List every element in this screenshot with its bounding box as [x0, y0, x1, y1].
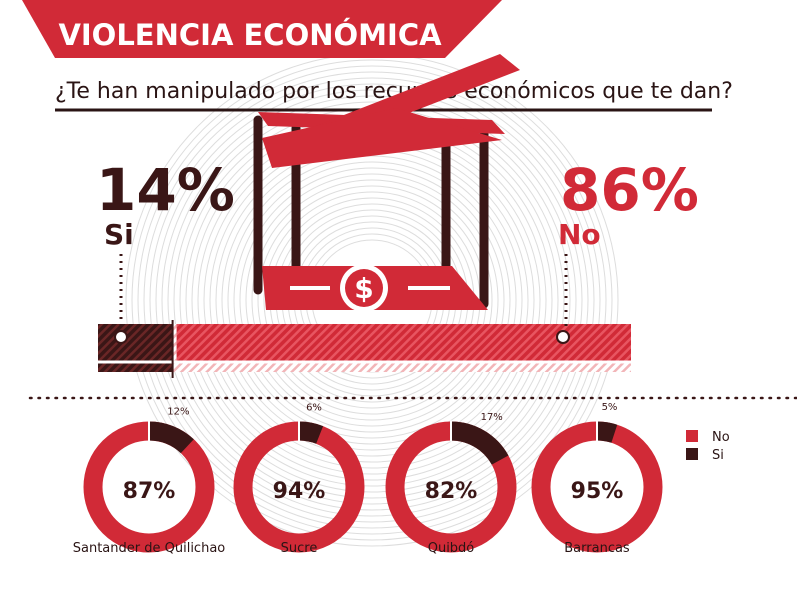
donut-slice-si [450, 421, 509, 465]
background-ring [239, 167, 505, 433]
donut-chart: 94% 6% Sucre [233, 402, 365, 556]
donut-si-percent: 17% [481, 412, 503, 423]
donut-si-percent: 12% [167, 407, 189, 418]
background-ring [245, 173, 499, 427]
background-ring [227, 155, 517, 445]
background-ring [161, 89, 583, 511]
background-ring [155, 83, 589, 517]
donut-city-label: Sucre [281, 541, 318, 556]
donut-slice-si [148, 421, 194, 454]
donut-city-label: Santander de Quilichao [73, 541, 226, 556]
donut-slice-si [596, 421, 618, 443]
overall-bar [98, 254, 631, 378]
donut-chart: 82% 17% Quibdó [385, 412, 517, 556]
legend-swatch-no [686, 430, 698, 442]
donut-chart: 95% 5% Barrancas [531, 402, 663, 556]
no-label: No [558, 218, 601, 251]
background-ring [149, 77, 595, 523]
background-ring [137, 65, 607, 535]
bar-segment-si [98, 324, 173, 372]
si-marker [114, 330, 128, 344]
donut-slice-si [298, 421, 324, 444]
si-percent: 14% [96, 156, 235, 224]
si-label: Si [104, 218, 134, 251]
donut-no-percent: 95% [571, 479, 624, 504]
crossed-out-money-cage-icon: $ [253, 54, 520, 312]
dollar-symbol: $ [354, 272, 373, 305]
donut-si-percent: 6% [306, 402, 322, 413]
legend: No Si [686, 430, 730, 463]
bar-segment-no [176, 324, 631, 362]
background-ring [131, 59, 613, 541]
background-ring [251, 179, 493, 421]
legend-label-no: No [712, 430, 730, 445]
legend-label-si: Si [712, 448, 724, 463]
donut-no-percent: 87% [123, 479, 176, 504]
no-percent: 86% [560, 156, 699, 224]
title-banner-shape [22, 0, 502, 58]
donut-charts: 87% 12% Santander de Quilichao 94% 6% Sucre 82… [73, 402, 663, 557]
legend-swatch-si [686, 448, 698, 460]
background-ring [233, 161, 511, 439]
background-ring [167, 95, 577, 505]
cross-out-bar [262, 108, 502, 168]
background-ring [143, 71, 601, 529]
title-banner: VIOLENCIA ECONÓMICA [22, 0, 502, 58]
donut-city-label: Barrancas [564, 541, 630, 556]
page-title: VIOLENCIA ECONÓMICA [58, 18, 442, 52]
donut-si-percent: 5% [602, 402, 618, 413]
donut-city-label: Quibdó [428, 541, 475, 556]
no-marker [556, 330, 570, 344]
donut-no-percent: 94% [273, 479, 326, 504]
donut-chart: 87% 12% Santander de Quilichao [73, 407, 226, 557]
donut-no-percent: 82% [425, 479, 478, 504]
background-ring [173, 101, 571, 499]
